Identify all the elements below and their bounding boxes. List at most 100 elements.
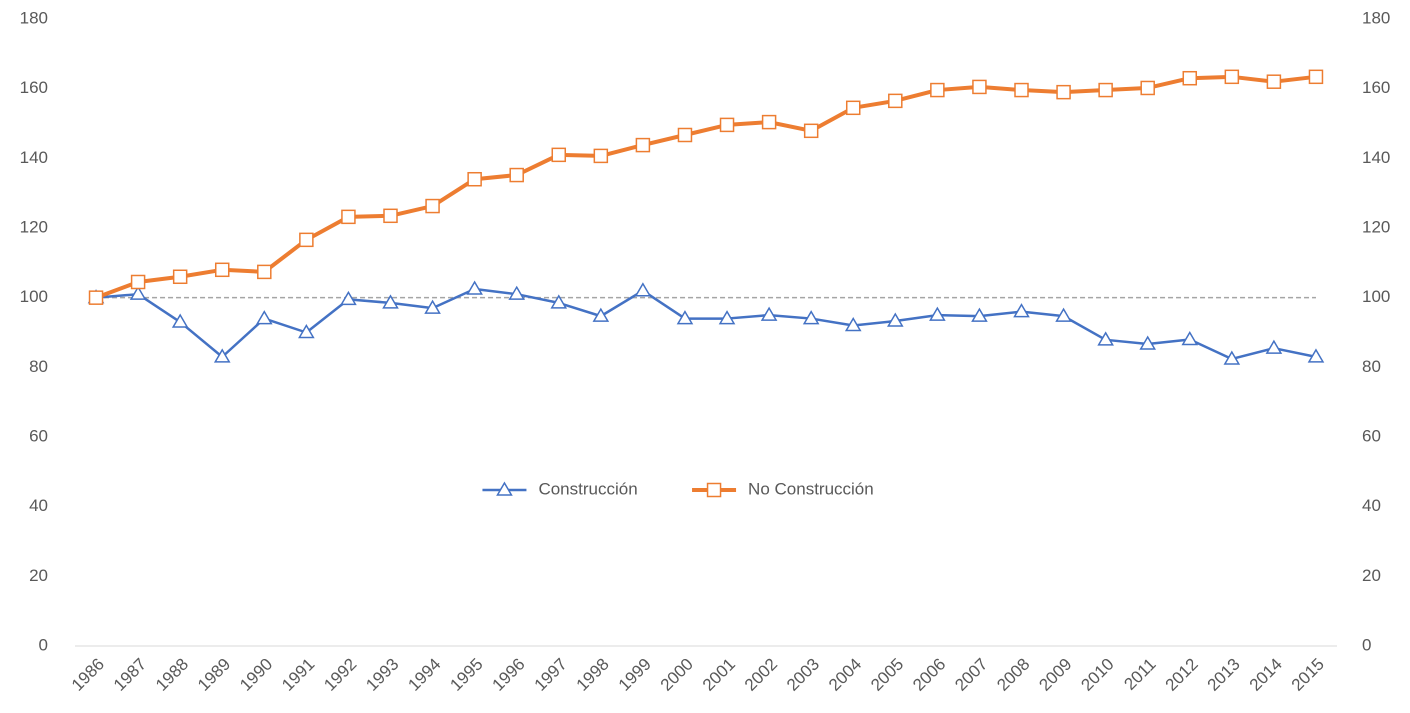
y2-tick-label: 20 xyxy=(1362,566,1381,585)
point-marker xyxy=(1013,303,1030,318)
point-marker xyxy=(802,310,820,325)
point-marker xyxy=(509,167,524,183)
point-marker xyxy=(719,117,735,133)
x-tick-label: 2012 xyxy=(1162,655,1202,695)
point-marker xyxy=(1308,69,1324,85)
x-tick-label: 2010 xyxy=(1077,655,1117,695)
y2-tick-label: 140 xyxy=(1362,148,1390,167)
point-marker xyxy=(171,313,189,328)
y-tick-label: 40 xyxy=(29,496,48,515)
point-marker xyxy=(929,306,946,321)
point-marker xyxy=(676,310,694,325)
point-marker xyxy=(592,307,610,322)
y-tick-label: 80 xyxy=(29,357,48,376)
x-tick-label: 2000 xyxy=(657,655,697,695)
point-marker xyxy=(1097,331,1114,346)
x-tick-label: 1989 xyxy=(194,655,234,695)
point-marker xyxy=(803,123,819,139)
y-tick-label: 100 xyxy=(20,287,48,306)
y2-tick-label: 120 xyxy=(1362,217,1390,236)
x-tick-label: 1986 xyxy=(68,655,108,695)
series-line xyxy=(95,287,1317,361)
point-marker xyxy=(1181,330,1199,346)
point-marker xyxy=(341,209,356,225)
y2-tick-label: 60 xyxy=(1362,426,1381,445)
point-marker xyxy=(467,171,482,187)
point-marker xyxy=(1265,339,1283,354)
point-marker xyxy=(1014,82,1029,98)
x-tick-label: 1999 xyxy=(615,655,655,695)
point-marker xyxy=(1224,69,1240,85)
x-tick-label: 2011 xyxy=(1120,655,1159,694)
x-tick-label: 1994 xyxy=(404,655,444,695)
point-marker xyxy=(845,100,861,116)
point-marker xyxy=(635,137,651,153)
y2-tick-label: 160 xyxy=(1362,78,1390,97)
point-marker xyxy=(634,282,652,297)
x-tick-label: 1991 xyxy=(278,655,318,695)
point-marker xyxy=(972,79,987,95)
point-marker xyxy=(1139,335,1157,350)
point-marker xyxy=(1307,348,1325,363)
y-tick-label: 20 xyxy=(29,566,48,585)
legend-marker xyxy=(706,482,722,498)
point-marker xyxy=(718,310,736,325)
legend-marker xyxy=(496,481,513,496)
point-marker xyxy=(677,127,693,143)
point-marker xyxy=(214,262,230,278)
point-marker xyxy=(130,274,146,290)
x-tick-label: 1990 xyxy=(236,655,276,695)
point-marker xyxy=(1182,70,1198,86)
x-tick-label: 1987 xyxy=(110,655,150,695)
point-marker xyxy=(844,317,862,332)
point-marker xyxy=(172,269,188,285)
point-marker xyxy=(340,290,357,306)
x-tick-label: 1992 xyxy=(320,655,360,695)
x-tick-label: 2014 xyxy=(1246,655,1286,695)
point-marker xyxy=(383,208,398,224)
x-tick-label: 1993 xyxy=(362,655,402,695)
point-marker xyxy=(88,290,104,305)
point-marker xyxy=(255,310,273,325)
x-tick-label: 2009 xyxy=(1035,655,1075,695)
point-marker xyxy=(466,280,483,295)
point-marker xyxy=(1140,80,1155,96)
point-marker xyxy=(760,306,778,321)
x-tick-label: 1998 xyxy=(573,655,613,695)
point-marker xyxy=(257,264,272,280)
point-marker xyxy=(213,348,231,363)
point-marker xyxy=(1055,307,1072,322)
x-tick-label: 2002 xyxy=(741,655,781,695)
point-marker xyxy=(129,285,147,300)
x-tick-label: 1996 xyxy=(489,655,529,695)
point-marker xyxy=(298,324,315,339)
point-marker xyxy=(550,294,568,309)
y2-tick-label: 0 xyxy=(1362,635,1371,654)
point-marker xyxy=(1223,350,1241,365)
y-tick-label: 160 xyxy=(20,78,48,97)
legend-label: Construcción xyxy=(538,479,637,498)
x-tick-label: 2008 xyxy=(993,655,1033,695)
y-tick-label: 180 xyxy=(20,8,48,27)
x-tick-label: 1995 xyxy=(446,655,486,695)
y2-tick-label: 100 xyxy=(1362,287,1390,306)
x-tick-label: 2003 xyxy=(783,655,823,695)
point-marker xyxy=(1266,74,1282,89)
x-tick-label: 1988 xyxy=(152,655,192,695)
point-marker xyxy=(886,312,904,327)
x-tick-label: 2001 xyxy=(699,655,739,695)
point-marker xyxy=(424,299,441,314)
point-marker xyxy=(888,93,903,109)
x-tick-label: 2006 xyxy=(909,655,949,695)
x-tick-label: 2007 xyxy=(951,655,991,695)
point-marker xyxy=(971,307,988,322)
point-marker xyxy=(508,285,526,300)
point-marker xyxy=(299,232,314,248)
legend-label: No Construcción xyxy=(748,479,874,498)
point-marker xyxy=(1056,84,1071,100)
series-line xyxy=(95,74,1317,300)
y-tick-label: 60 xyxy=(29,426,48,445)
x-tick-label: 2004 xyxy=(825,655,865,695)
y-tick-label: 0 xyxy=(39,635,48,654)
